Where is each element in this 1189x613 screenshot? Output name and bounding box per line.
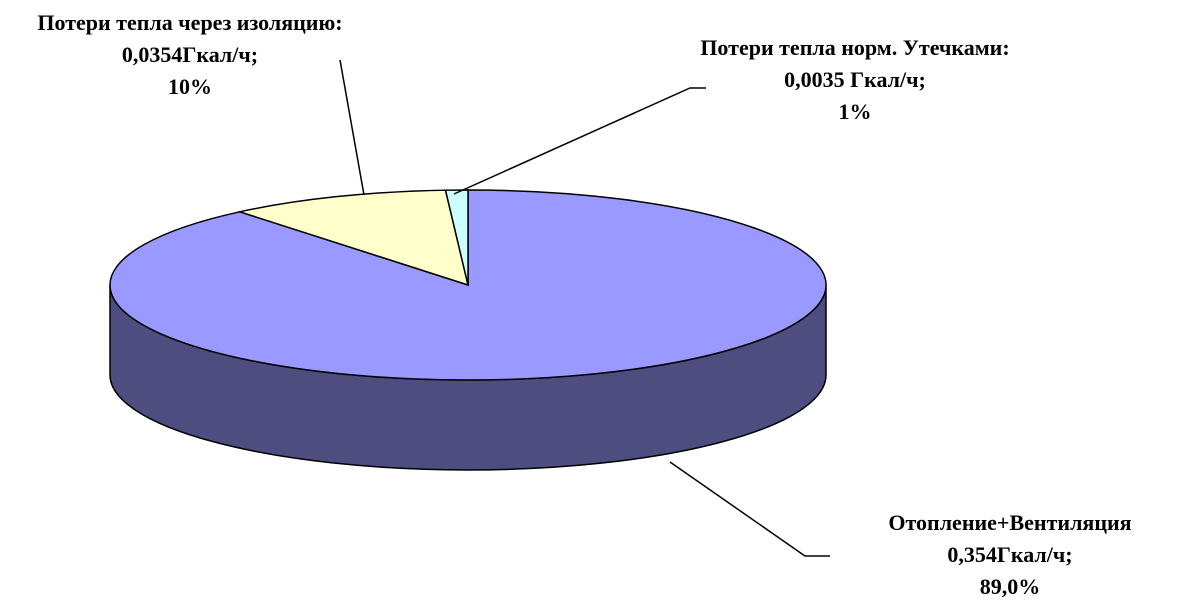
leader-line <box>339 59 365 196</box>
label-category: Отопление+Вентиляция <box>888 510 1131 535</box>
leader-line <box>453 87 706 195</box>
label-percent: 1% <box>839 99 872 124</box>
data-label: Потери тепла норм. Утечками: 0,0035 Гкал/… <box>700 35 1009 124</box>
label-amount: 0,0354Гкал/ч; <box>122 42 258 67</box>
label-percent: 89,0% <box>980 574 1041 599</box>
label-category: Потери тепла норм. Утечками: <box>700 35 1009 60</box>
data-label: Потери тепла через изоляцию: 0,0354Гкал/ч… <box>37 10 342 99</box>
data-label: Отопление+Вентиляция 0,354Гкал/ч; 89,0% <box>888 510 1131 599</box>
label-amount: 0,354Гкал/ч; <box>947 542 1072 567</box>
pie-slice <box>444 189 469 286</box>
label-amount: 0,0035 Гкал/ч; <box>784 67 926 92</box>
leader-line <box>669 461 830 557</box>
label-percent: 10% <box>168 74 212 99</box>
label-category: Потери тепла через изоляцию: <box>37 10 342 35</box>
pie-slice <box>236 189 470 287</box>
